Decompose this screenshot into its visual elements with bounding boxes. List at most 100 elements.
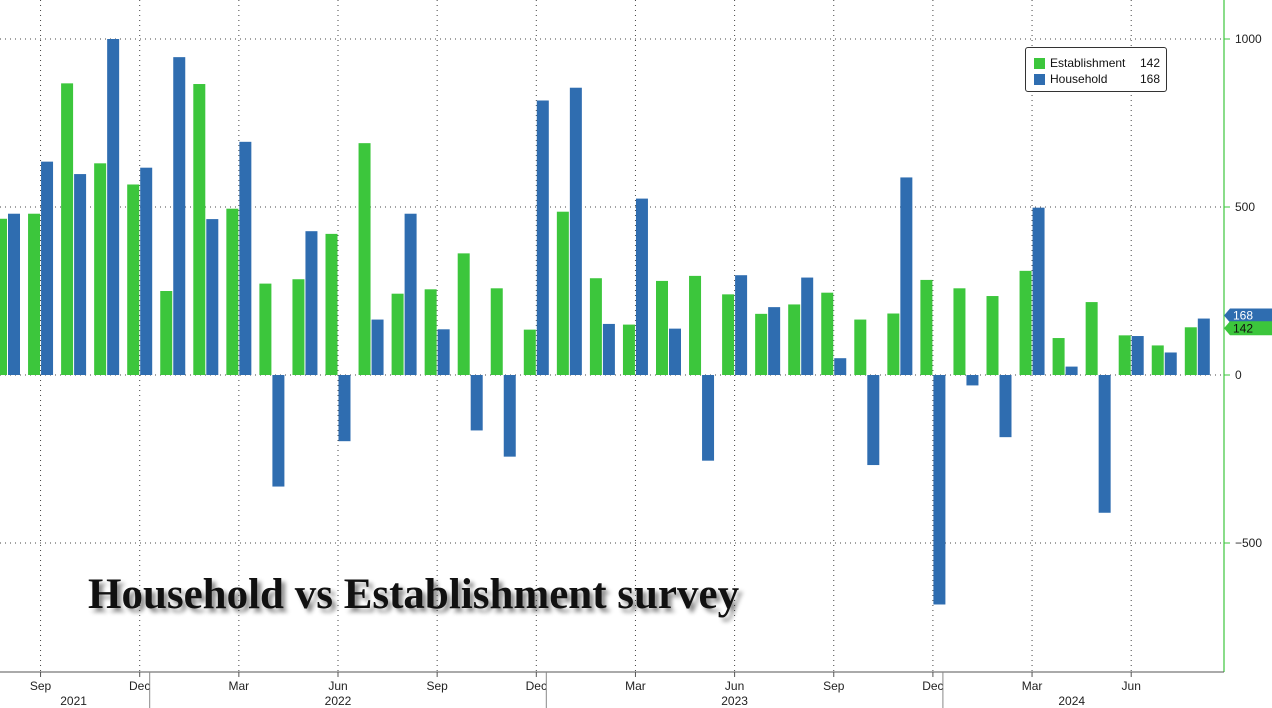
household-bar xyxy=(173,57,186,375)
household-bar xyxy=(1032,207,1045,375)
establishment-bar xyxy=(1085,302,1098,375)
establishment-bar xyxy=(127,184,140,375)
household-bar xyxy=(602,323,615,375)
x-tick-label: Jun xyxy=(328,679,347,693)
establishment-bar xyxy=(556,211,569,375)
household-bar xyxy=(933,375,946,605)
legend-swatch-establishment xyxy=(1034,57,1045,69)
establishment-bar xyxy=(61,83,74,376)
establishment-bar xyxy=(953,288,966,375)
household-bar xyxy=(569,87,582,375)
establishment-bar xyxy=(788,304,801,375)
x-tick-label: Mar xyxy=(1022,679,1043,693)
establishment-bar xyxy=(0,218,7,375)
household-bar xyxy=(272,375,285,487)
establishment-bar xyxy=(755,313,768,375)
establishment-bar xyxy=(259,283,272,375)
y-tick-label: −500 xyxy=(1235,536,1262,550)
establishment-bar xyxy=(986,296,999,375)
household-bar xyxy=(966,375,979,386)
x-tick-label: Sep xyxy=(30,679,52,693)
household-bar xyxy=(140,167,153,375)
establishment-bar xyxy=(325,233,338,375)
establishment-bar xyxy=(424,289,437,375)
establishment-bar xyxy=(490,288,503,375)
household-bar xyxy=(305,231,318,375)
establishment-bar xyxy=(28,213,41,375)
household-bar xyxy=(735,275,748,375)
legend-swatch-household xyxy=(1034,73,1045,85)
establishment-bar xyxy=(689,275,702,375)
establishment-value-tag xyxy=(1224,321,1272,336)
establishment-bar xyxy=(854,319,867,375)
household-bar xyxy=(338,375,351,442)
establishment-bar xyxy=(391,293,404,375)
establishment-bar xyxy=(1118,335,1131,375)
household-bar xyxy=(768,307,781,375)
establishment-bar xyxy=(1184,327,1197,375)
household-bar xyxy=(503,375,516,457)
legend-entry-household: Household 168 xyxy=(1034,71,1160,87)
household-bar xyxy=(107,39,120,375)
establishment-bar xyxy=(920,279,933,375)
x-tick-label: Sep xyxy=(823,679,845,693)
establishment-bar xyxy=(887,313,900,375)
legend-label-household: Household xyxy=(1050,72,1108,86)
household-bar xyxy=(1098,375,1111,513)
establishment-bar xyxy=(523,329,536,375)
establishment-bar xyxy=(722,294,735,375)
household-bar xyxy=(900,177,913,375)
establishment-bar xyxy=(226,208,239,375)
y-tick-label: 0 xyxy=(1235,368,1242,382)
legend-value-establishment: 142 xyxy=(1139,56,1160,70)
household-bar xyxy=(1164,352,1177,375)
x-tick-label: Dec xyxy=(129,679,150,693)
household-bar xyxy=(404,213,417,375)
legend-value-household: 168 xyxy=(1139,72,1160,86)
establishment-bar xyxy=(656,280,668,375)
establishment-bar xyxy=(358,143,371,375)
x-year-label: 2023 xyxy=(721,694,748,708)
establishment-bar xyxy=(1052,338,1065,375)
household-bar xyxy=(536,100,549,375)
household-bar xyxy=(834,358,847,375)
household-bar xyxy=(1131,336,1144,375)
legend-label-establishment: Establishment xyxy=(1050,56,1126,70)
establishment-bar xyxy=(1019,270,1032,375)
legend-entry-establishment: Establishment 142 xyxy=(1034,55,1160,71)
x-year-label: 2021 xyxy=(60,694,87,708)
household-bar xyxy=(206,219,219,375)
establishment-bar xyxy=(193,84,206,376)
household-bar xyxy=(635,198,648,375)
establishment-bar xyxy=(94,163,107,375)
household-bar xyxy=(1065,366,1078,375)
household-bar xyxy=(74,174,87,375)
household-bar xyxy=(867,375,880,466)
chart-title: Household vs Establishment survey xyxy=(88,571,740,618)
household-bar xyxy=(239,141,252,375)
establishment-bar xyxy=(457,253,470,375)
x-tick-label: Mar xyxy=(625,679,646,693)
establishment-bar xyxy=(160,291,173,375)
x-tick-label: Mar xyxy=(229,679,250,693)
x-tick-label: Jun xyxy=(725,679,744,693)
household-bar xyxy=(371,319,384,375)
household-bar xyxy=(41,161,54,375)
household-value-tag-label: 168 xyxy=(1233,309,1253,323)
household-bar xyxy=(8,213,20,375)
household-bar xyxy=(1197,318,1210,375)
establishment-bar xyxy=(589,278,602,375)
household-bar xyxy=(437,329,450,375)
x-tick-label: Sep xyxy=(426,679,448,693)
x-tick-label: Dec xyxy=(526,679,547,693)
household-bar xyxy=(999,375,1012,438)
establishment-bar xyxy=(292,279,305,375)
household-bar xyxy=(470,375,483,431)
y-tick-label: 1000 xyxy=(1235,32,1262,46)
establishment-bar xyxy=(622,324,635,375)
legend: Establishment 142 Household 168 xyxy=(1025,47,1167,92)
household-value-tag xyxy=(1224,308,1272,323)
establishment-bar xyxy=(821,292,834,375)
